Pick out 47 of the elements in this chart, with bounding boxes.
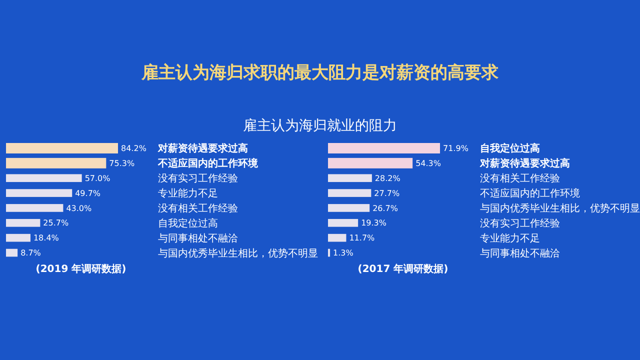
- data-label: 18.4%: [33, 234, 60, 243]
- data-label: 75.3%: [109, 158, 135, 168]
- data-label: 1.3%: [333, 248, 354, 258]
- bar: [6, 234, 30, 242]
- y-tick-label: 与同事相处不融洽: [158, 232, 238, 244]
- y-tick-label: 与同事相处不融洽: [480, 247, 560, 260]
- bar: [328, 174, 372, 182]
- y-tick-label: 自我定位过高: [158, 217, 218, 230]
- y-tick-label: 专业能力不足: [480, 232, 540, 244]
- y-tick-label: 没有相关工作经验: [480, 172, 560, 185]
- bar: [328, 204, 370, 212]
- y-tick-label: 自我定位过高: [480, 142, 540, 155]
- y-tick-label: 没有实习工作经验: [480, 217, 560, 230]
- bar: [328, 234, 346, 242]
- bar: [328, 218, 358, 227]
- text: (2019 年调研数据): [36, 263, 126, 275]
- data-label: 11.7%: [349, 234, 376, 243]
- data-label: 8.7%: [20, 248, 42, 258]
- y-tick-label: 对薪资待遇要求过高: [157, 142, 248, 155]
- y-tick-label: 对薪资待遇要求过高: [479, 158, 570, 170]
- y-tick-label: 没有相关工作经验: [158, 202, 238, 214]
- y-tick-label: 与国内优秀毕业生相比，优势不明显: [480, 202, 640, 214]
- data-label: 27.7%: [374, 188, 400, 198]
- data-label: 54.3%: [416, 158, 442, 168]
- y-tick-label: 没有实习工作经验: [158, 172, 238, 185]
- data-label: 25.7%: [43, 218, 69, 228]
- bar: [6, 204, 64, 212]
- text: 雇主认为海归就业的阻力: [243, 118, 397, 134]
- data-label: 71.9%: [443, 144, 469, 154]
- text: (2017 年调研数据): [358, 263, 448, 275]
- bar: [6, 248, 18, 257]
- text: 雇主认为海归求职的最大阻力是对薪资的高要求: [140, 63, 500, 83]
- data-label: 43.0%: [66, 204, 92, 213]
- data-label: 28.2%: [374, 174, 401, 183]
- bar: [328, 189, 372, 197]
- y-tick-label: 不适应国内的工作环境: [157, 158, 259, 170]
- y-tick-label: 不适应国内的工作环境: [480, 188, 580, 200]
- bar: [6, 174, 82, 182]
- y-tick-label: 与国内优秀毕业生相比，优势不明显: [158, 247, 318, 260]
- data-label: 26.7%: [372, 204, 398, 213]
- data-label: 49.7%: [75, 188, 101, 198]
- data-label: 84.2%: [121, 144, 147, 154]
- bar: [6, 218, 40, 227]
- data-label: 19.3%: [361, 218, 387, 228]
- bar: [6, 189, 72, 197]
- y-tick-label: 专业能力不足: [158, 188, 218, 200]
- data-label: 57.0%: [84, 174, 111, 183]
